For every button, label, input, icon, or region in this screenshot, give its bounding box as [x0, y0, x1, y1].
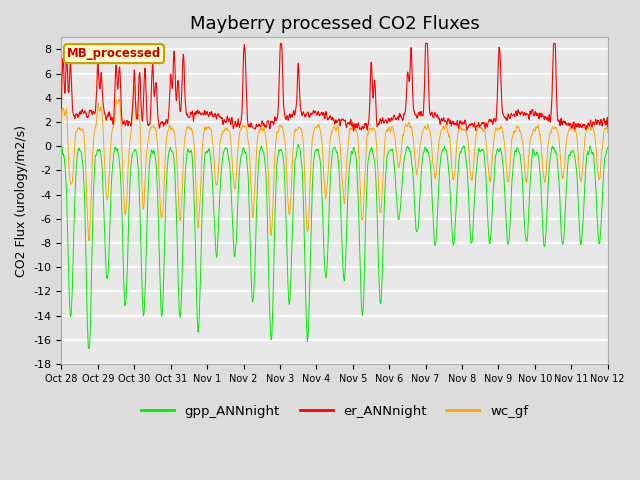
Title: Mayberry processed CO2 Fluxes: Mayberry processed CO2 Fluxes [189, 15, 479, 33]
Legend: gpp_ANNnight, er_ANNnight, wc_gf: gpp_ANNnight, er_ANNnight, wc_gf [136, 399, 533, 423]
Text: MB_processed: MB_processed [67, 47, 161, 60]
Y-axis label: CO2 Flux (urology/m2/s): CO2 Flux (urology/m2/s) [15, 125, 28, 276]
